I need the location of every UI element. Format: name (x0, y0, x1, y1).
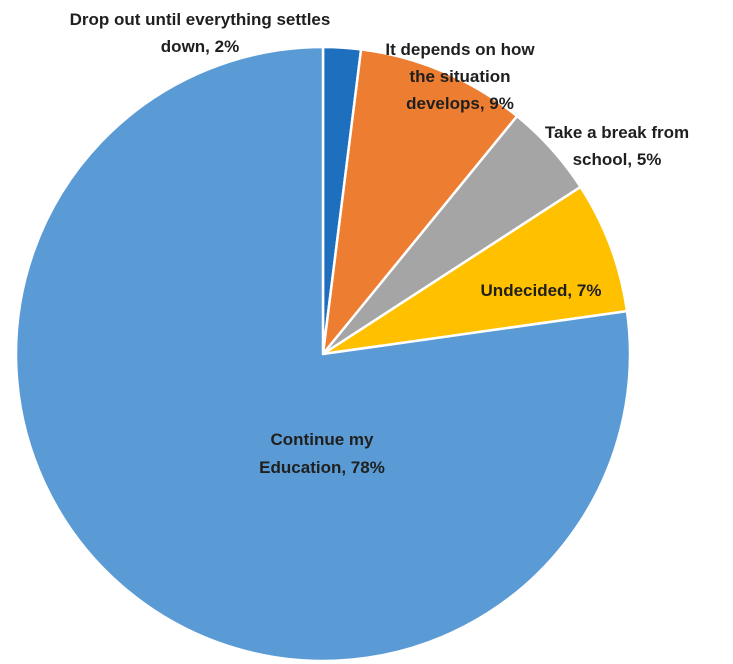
pie-slice-it-depends-on-how-the-situation-develops (321, 48, 519, 356)
pie-slices (14, 45, 632, 663)
slice-label-line: down, 2% (161, 37, 239, 56)
slice-label-it-depends-on-how-the-situation-develops: It depends on how the situation develops, … (385, 40, 535, 113)
slice-label-line: Education, 78% (259, 458, 385, 477)
slice-label-take-a-break-from-school: Take a break from school, 5% (545, 123, 689, 169)
slice-label-line: Undecided, 7% (481, 281, 602, 300)
slice-label-line: It depends on how (385, 40, 535, 59)
slice-label-line: develops, 9% (406, 94, 514, 113)
slice-label-line: Drop out until everything settles (70, 10, 331, 29)
slice-label-line: Take a break from (545, 123, 689, 142)
pie-labels: Drop out until everything settles down, 2… (70, 10, 689, 477)
pie-slice-undecided (321, 185, 629, 356)
slice-label-continue-my-education: Continue my Education, 78% (259, 430, 385, 477)
pie-slice-continue-my-education (14, 45, 632, 663)
slice-label-line: the situation (409, 67, 510, 86)
slice-label-line: Continue my (271, 430, 374, 449)
slice-label-line: school, 5% (573, 150, 662, 169)
slice-label-drop-out-until-everything-settles-down: Drop out until everything settles down, 2… (70, 10, 331, 56)
slice-label-undecided: Undecided, 7% (481, 281, 602, 300)
